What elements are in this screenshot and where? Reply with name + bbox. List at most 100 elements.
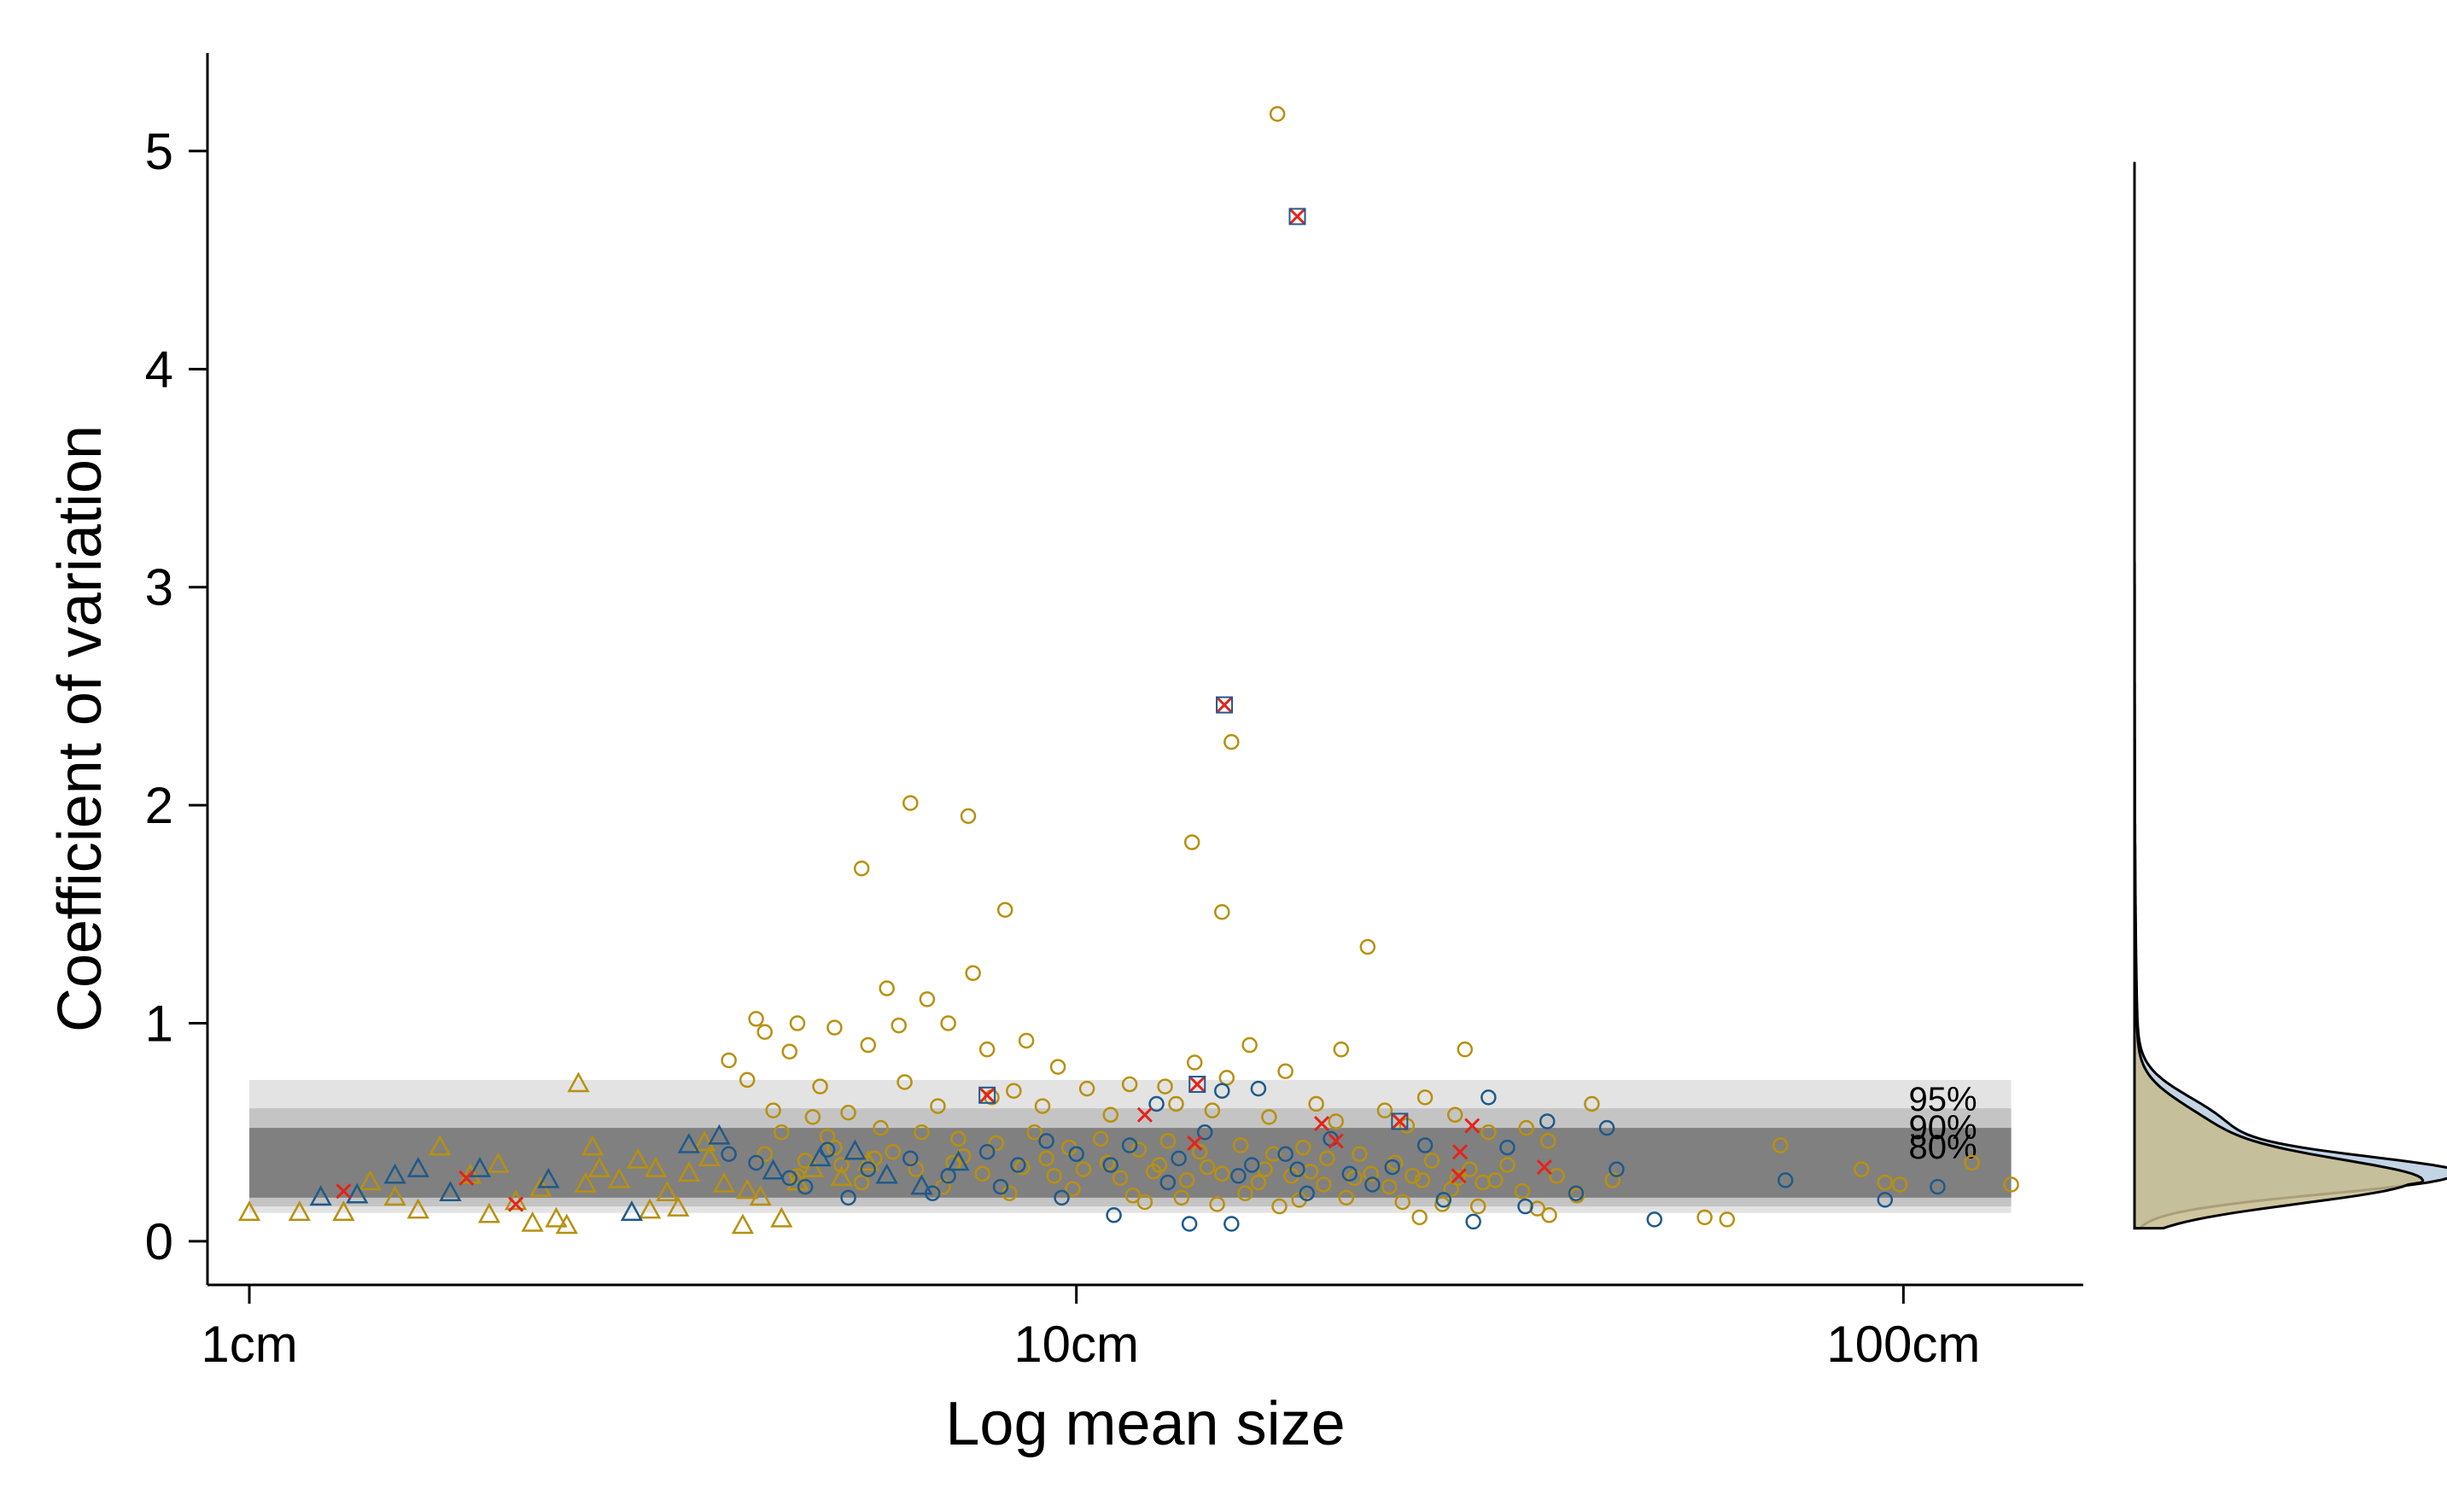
point-gold-circle xyxy=(1514,1182,1531,1200)
point-gold-triangle xyxy=(656,1181,679,1201)
point-gold-triangle xyxy=(288,1200,311,1221)
point-gold-circle xyxy=(1469,1198,1486,1215)
point-blue-circle xyxy=(1224,1216,1240,1232)
point-gold-circle xyxy=(1173,1189,1190,1206)
x-tick-label: 10cm xyxy=(1013,1316,1139,1373)
point-blue-circle xyxy=(992,1178,1009,1195)
point-red-cross xyxy=(1451,1144,1469,1160)
point-gold-circle xyxy=(1480,1124,1497,1141)
point-blue-circle xyxy=(1038,1133,1054,1149)
point-blue-triangle xyxy=(677,1132,700,1153)
point-gold-circle xyxy=(1078,1080,1095,1097)
point-gold-circle xyxy=(1319,1150,1335,1167)
point-gold-circle xyxy=(1199,1159,1216,1176)
point-gold-circle xyxy=(1697,1209,1713,1226)
point-gold-circle xyxy=(1265,1146,1282,1163)
point-blue-circle xyxy=(1214,1083,1230,1099)
point-blue-triangle xyxy=(708,1124,731,1145)
point-gold-circle xyxy=(1277,1063,1294,1079)
point-gold-circle xyxy=(833,1157,850,1173)
point-gold-circle xyxy=(1394,1194,1411,1211)
point-blue-triangle xyxy=(468,1157,492,1177)
confidence-bands: 95%90%80% xyxy=(249,1079,2012,1213)
point-blue-triangle xyxy=(439,1181,462,1201)
point-gold-circle xyxy=(1411,1209,1428,1226)
point-gold-circle xyxy=(860,1036,877,1054)
point-gold-circle xyxy=(1224,733,1240,750)
point-blue-circle xyxy=(1609,1161,1625,1177)
point-red-cross xyxy=(1328,1133,1344,1149)
point-gold-circle xyxy=(1261,1109,1277,1125)
point-gold-circle xyxy=(1294,1139,1311,1156)
point-blue-circle xyxy=(1148,1095,1165,1112)
point-gold-circle xyxy=(774,1124,790,1141)
point-gold-circle xyxy=(930,1098,946,1114)
point-gold-circle xyxy=(826,1019,843,1036)
point-gold-circle xyxy=(902,795,919,811)
point-blue-circle xyxy=(1341,1165,1358,1182)
point-gold-triangle xyxy=(692,1130,716,1152)
axes xyxy=(206,53,2083,1287)
point-gold-triangle xyxy=(545,1206,568,1228)
point-blue-circle xyxy=(1250,1080,1267,1097)
point-gold-circle xyxy=(1006,1083,1022,1099)
point-gold-circle xyxy=(1964,1154,1980,1171)
point-red-cross xyxy=(336,1183,352,1200)
point-blue-circle xyxy=(1159,1174,1177,1191)
point-gold-circle xyxy=(1529,1200,1545,1217)
point-gold-circle xyxy=(1159,1133,1177,1149)
point-gold-circle xyxy=(1877,1174,1894,1191)
point-blue-circle xyxy=(721,1146,737,1163)
point-gold-circle xyxy=(1457,1041,1474,1058)
point-gold-circle xyxy=(1178,1172,1195,1188)
y-tick-label: 3 xyxy=(145,559,173,616)
point-gold-circle xyxy=(1549,1168,1565,1184)
point-blue-circle xyxy=(1054,1189,1070,1206)
band-80-label: 80% xyxy=(1909,1129,1977,1166)
point-gold-circle xyxy=(1271,1198,1288,1215)
highlighted-point-box xyxy=(1216,696,1234,714)
point-gold-triangle xyxy=(608,1167,631,1188)
point-gold-circle xyxy=(781,1043,798,1060)
point-blue-triangle xyxy=(910,1174,933,1195)
point-red-cross xyxy=(508,1196,524,1212)
point-gold-triangle xyxy=(712,1171,736,1193)
point-gold-circle xyxy=(756,1146,773,1163)
x-tick-label: 100cm xyxy=(1826,1316,1980,1373)
point-blue-circle xyxy=(1517,1198,1533,1215)
point-gold-triangle xyxy=(383,1185,406,1206)
point-gold-triangle xyxy=(237,1200,261,1221)
point-gold-circle xyxy=(1414,1172,1431,1188)
point-blue-circle xyxy=(1171,1150,1187,1167)
point-red-cross xyxy=(979,1087,996,1103)
point-blue-triangle xyxy=(620,1200,644,1221)
point-gold-triangle xyxy=(359,1170,382,1191)
point-blue-triangle xyxy=(406,1157,429,1177)
point-gold-circle xyxy=(1541,1207,1557,1223)
point-gold-circle xyxy=(1604,1172,1621,1188)
point-gold-circle xyxy=(1112,1170,1129,1187)
point-gold-circle xyxy=(988,1135,1005,1152)
point-gold-triangle xyxy=(521,1211,544,1232)
point-gold-circle xyxy=(1363,1165,1379,1182)
point-gold-circle xyxy=(812,1078,828,1095)
point-blue-triangle xyxy=(346,1182,369,1204)
point-gold-circle xyxy=(1075,1161,1092,1177)
x-axis-label: Log mean size xyxy=(945,1390,1345,1458)
point-gold-circle xyxy=(1376,1102,1393,1118)
point-blue-circle xyxy=(1480,1089,1497,1106)
point-red-cross xyxy=(1313,1115,1330,1132)
point-gold-circle xyxy=(1449,1170,1466,1187)
point-gold-circle xyxy=(1446,1106,1463,1124)
point-gold-circle xyxy=(1209,1196,1225,1212)
point-gold-triangle xyxy=(429,1135,452,1156)
point-gold-circle xyxy=(1584,1095,1600,1112)
point-gold-circle xyxy=(853,1174,870,1191)
point-gold-circle xyxy=(1381,1178,1398,1195)
point-gold-circle xyxy=(826,1139,843,1156)
point-gold-circle xyxy=(1854,1161,1870,1177)
point-gold-circle xyxy=(1136,1194,1153,1211)
y-axis-label: Coefficient of variation xyxy=(46,425,114,1032)
